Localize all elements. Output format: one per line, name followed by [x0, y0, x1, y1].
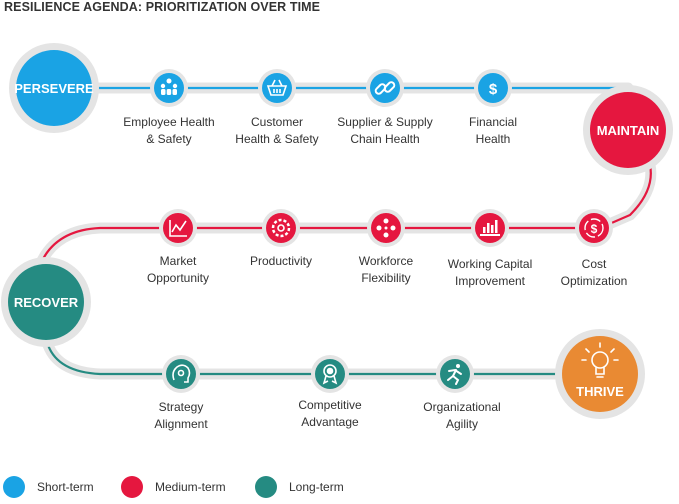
- milestone-working-capital: [471, 209, 509, 247]
- legend-short-term-swatch: [3, 476, 25, 498]
- team-icon: [376, 218, 396, 238]
- milestone-supplier-health: [366, 69, 404, 107]
- legend-long-term: Long-term: [255, 476, 344, 498]
- milestone-organizational-agility-label: Organizational Agility: [423, 400, 501, 431]
- legend-long-term-swatch: [255, 476, 277, 498]
- stage-persevere-label: PERSEVERE: [14, 81, 94, 96]
- legend-medium-term-swatch: [121, 476, 143, 498]
- stage-recover: RECOVER: [1, 257, 91, 347]
- stage-thrive-label: THRIVE: [576, 384, 624, 399]
- dollar-hand-icon: $: [489, 81, 498, 98]
- award-medal-icon: [322, 364, 338, 385]
- legend-short-term: Short-term: [3, 476, 94, 498]
- legend-long-term-label: Long-term: [289, 480, 344, 494]
- dollar-cycle-icon: $: [584, 218, 604, 238]
- milestone-employee-health: [150, 69, 188, 107]
- gear-icon: [271, 218, 291, 238]
- milestone-strategy-alignment-label: Strategy Alignment: [154, 400, 208, 431]
- milestone-financial-health: $: [474, 69, 512, 107]
- milestone-supplier-health-label: Supplier & Supply Chain Health: [337, 115, 433, 146]
- milestone-market-opportunity-label: Market Opportunity: [146, 254, 210, 285]
- milestone-cost-optimization-label: Cost Optimization: [560, 257, 628, 288]
- brain-gear-icon: [172, 364, 191, 383]
- resilience-roadmap-diagram: PERSEVERE MAINTAIN RECOVER THRIVE: [1, 43, 673, 419]
- milestone-workforce-flexibility-label: Workforce Flexibility: [358, 254, 414, 285]
- milestone-customer-health: [258, 69, 296, 107]
- chain-link-icon: [374, 81, 396, 95]
- milestone-productivity: [262, 209, 300, 247]
- milestone-customer-health-label: Customer Health & Safety: [235, 115, 319, 146]
- laptop-chart-icon: [480, 220, 500, 236]
- page-title: RESILIENCE AGENDA: PRIORITIZATION OVER T…: [4, 0, 321, 14]
- legend-medium-term-label: Medium-term: [155, 480, 226, 494]
- milestone-financial-health-label: Financial Health: [468, 115, 518, 146]
- stage-maintain-label: MAINTAIN: [597, 123, 660, 138]
- milestone-employee-health-label: Employee Health & Safety: [123, 115, 215, 146]
- milestone-competitive-advantage-label: Competitive Advantage: [298, 398, 362, 429]
- milestone-market-opportunity: [159, 209, 197, 247]
- line-chart-icon: [169, 220, 187, 237]
- runner-icon: [447, 364, 462, 385]
- stage-maintain: MAINTAIN: [583, 85, 673, 175]
- milestone-workforce-flexibility: [367, 209, 405, 247]
- milestone-working-capital-label: Working Capital Improvement: [447, 257, 533, 288]
- stage-persevere: PERSEVERE: [9, 43, 99, 133]
- milestone-cost-optimization: $: [575, 209, 613, 247]
- milestone-competitive-advantage: [311, 355, 349, 393]
- milestone-organizational-agility: [436, 355, 474, 393]
- people-group-icon: [160, 78, 178, 95]
- lightbulb-icon: [581, 342, 619, 378]
- legend-short-term-label: Short-term: [37, 480, 94, 494]
- svg-text:$: $: [591, 222, 598, 236]
- milestone-productivity-label: Productivity: [249, 254, 313, 268]
- stage-thrive: THRIVE: [555, 329, 645, 419]
- legend-medium-term: Medium-term: [121, 476, 226, 498]
- milestone-strategy-alignment: [162, 355, 200, 393]
- shopping-basket-icon: [266, 79, 288, 96]
- stage-recover-label: RECOVER: [14, 295, 79, 310]
